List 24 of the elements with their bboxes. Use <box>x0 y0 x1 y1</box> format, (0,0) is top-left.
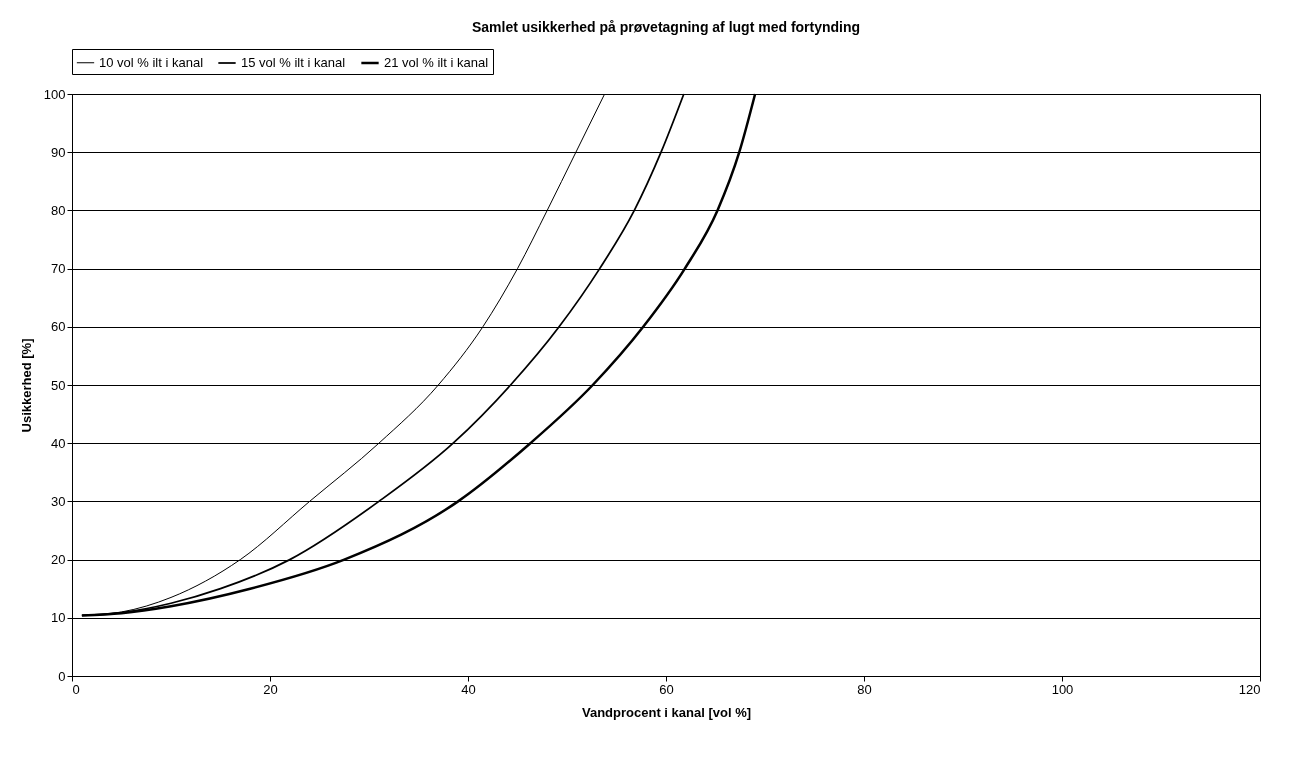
x-tick-label: 20 <box>263 681 278 697</box>
y-axis-title: Usikkerhed [%] <box>18 338 34 433</box>
y-tick-label: 100 <box>43 86 66 102</box>
chart-title: Samlet usikkerhed på prøvetagning af lugt med fortynding <box>471 18 861 35</box>
y-tick-label: 90 <box>51 144 66 160</box>
x-axis-title: Vandprocent i kanal [vol %] <box>581 704 752 720</box>
y-tick-label: 70 <box>51 261 66 277</box>
y-tick-label: 50 <box>51 377 66 393</box>
y-tick-label: 0 <box>58 668 66 684</box>
x-tick-label: 40 <box>461 681 476 697</box>
x-tick-label: 0 <box>72 681 80 697</box>
x-tick-label: 80 <box>857 681 872 697</box>
x-tick-label: 120 <box>1238 681 1261 697</box>
y-tick-label: 40 <box>51 435 66 451</box>
y-tick-label: 10 <box>51 610 66 626</box>
y-tick-label: 80 <box>51 202 66 218</box>
x-tick-label: 100 <box>1051 681 1074 697</box>
legend-label: 10 vol % ilt i kanal <box>99 54 204 70</box>
y-tick-label: 30 <box>51 493 66 509</box>
x-tick-label: 60 <box>659 681 674 697</box>
legend-label: 21 vol % ilt i kanal <box>384 55 489 70</box>
y-tick-label: 20 <box>51 552 66 568</box>
y-tick-label: 60 <box>51 319 66 335</box>
legend-label: 15 vol % ilt i kanal <box>241 55 346 70</box>
